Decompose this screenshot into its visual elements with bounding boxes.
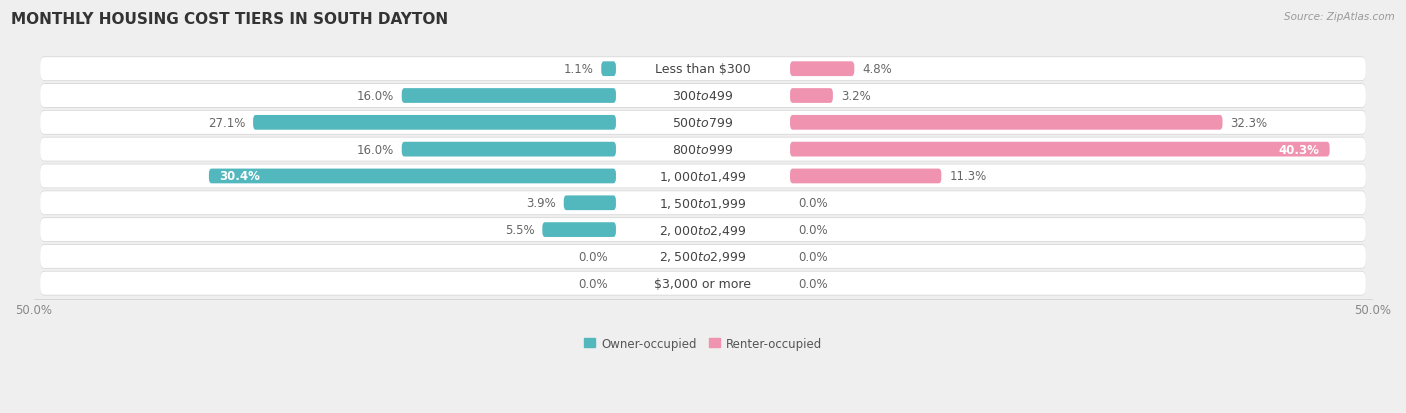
FancyBboxPatch shape bbox=[616, 142, 790, 157]
FancyBboxPatch shape bbox=[41, 272, 1365, 295]
Text: 0.0%: 0.0% bbox=[578, 250, 607, 263]
Text: Less than $300: Less than $300 bbox=[655, 63, 751, 76]
FancyBboxPatch shape bbox=[790, 169, 942, 184]
Text: $2,000 to $2,499: $2,000 to $2,499 bbox=[659, 223, 747, 237]
Text: 40.3%: 40.3% bbox=[1278, 143, 1319, 156]
FancyBboxPatch shape bbox=[41, 57, 1365, 82]
Text: 3.2%: 3.2% bbox=[841, 90, 870, 103]
FancyBboxPatch shape bbox=[543, 223, 616, 237]
Text: $300 to $499: $300 to $499 bbox=[672, 90, 734, 103]
Text: $1,500 to $1,999: $1,500 to $1,999 bbox=[659, 196, 747, 210]
FancyBboxPatch shape bbox=[41, 58, 1365, 81]
Text: 32.3%: 32.3% bbox=[1230, 116, 1268, 130]
Text: 5.5%: 5.5% bbox=[505, 223, 534, 237]
FancyBboxPatch shape bbox=[41, 85, 1365, 108]
Text: MONTHLY HOUSING COST TIERS IN SOUTH DAYTON: MONTHLY HOUSING COST TIERS IN SOUTH DAYT… bbox=[11, 12, 449, 27]
Text: 4.8%: 4.8% bbox=[862, 63, 891, 76]
FancyBboxPatch shape bbox=[41, 138, 1365, 161]
FancyBboxPatch shape bbox=[790, 62, 855, 77]
Text: 11.3%: 11.3% bbox=[949, 170, 987, 183]
FancyBboxPatch shape bbox=[41, 164, 1365, 189]
FancyBboxPatch shape bbox=[616, 196, 790, 211]
Text: $2,500 to $2,999: $2,500 to $2,999 bbox=[659, 250, 747, 264]
Text: 0.0%: 0.0% bbox=[799, 223, 828, 237]
FancyBboxPatch shape bbox=[41, 112, 1365, 135]
FancyBboxPatch shape bbox=[41, 192, 1365, 215]
FancyBboxPatch shape bbox=[790, 116, 1223, 131]
FancyBboxPatch shape bbox=[564, 196, 616, 211]
Text: 1.1%: 1.1% bbox=[564, 63, 593, 76]
FancyBboxPatch shape bbox=[616, 169, 790, 184]
FancyBboxPatch shape bbox=[41, 271, 1365, 296]
Text: 16.0%: 16.0% bbox=[357, 143, 394, 156]
FancyBboxPatch shape bbox=[41, 218, 1365, 242]
FancyBboxPatch shape bbox=[402, 89, 616, 104]
FancyBboxPatch shape bbox=[41, 218, 1365, 242]
Text: 0.0%: 0.0% bbox=[799, 277, 828, 290]
FancyBboxPatch shape bbox=[616, 223, 790, 237]
FancyBboxPatch shape bbox=[790, 89, 832, 104]
FancyBboxPatch shape bbox=[41, 244, 1365, 269]
FancyBboxPatch shape bbox=[602, 62, 616, 77]
Text: $800 to $999: $800 to $999 bbox=[672, 143, 734, 156]
FancyBboxPatch shape bbox=[41, 84, 1365, 109]
Text: 16.0%: 16.0% bbox=[357, 90, 394, 103]
FancyBboxPatch shape bbox=[209, 169, 616, 184]
FancyBboxPatch shape bbox=[616, 62, 790, 77]
Text: 0.0%: 0.0% bbox=[578, 277, 607, 290]
FancyBboxPatch shape bbox=[616, 276, 790, 291]
Text: $500 to $799: $500 to $799 bbox=[672, 116, 734, 130]
FancyBboxPatch shape bbox=[790, 142, 1330, 157]
FancyBboxPatch shape bbox=[41, 191, 1365, 216]
Text: 30.4%: 30.4% bbox=[219, 170, 260, 183]
FancyBboxPatch shape bbox=[41, 138, 1365, 162]
Text: 0.0%: 0.0% bbox=[799, 250, 828, 263]
FancyBboxPatch shape bbox=[41, 245, 1365, 268]
Legend: Owner-occupied, Renter-occupied: Owner-occupied, Renter-occupied bbox=[583, 337, 823, 350]
Text: $1,000 to $1,499: $1,000 to $1,499 bbox=[659, 170, 747, 183]
FancyBboxPatch shape bbox=[253, 116, 616, 131]
Text: Source: ZipAtlas.com: Source: ZipAtlas.com bbox=[1284, 12, 1395, 22]
Text: 3.9%: 3.9% bbox=[526, 197, 555, 210]
FancyBboxPatch shape bbox=[616, 249, 790, 264]
Text: 0.0%: 0.0% bbox=[799, 197, 828, 210]
FancyBboxPatch shape bbox=[402, 142, 616, 157]
FancyBboxPatch shape bbox=[41, 111, 1365, 135]
FancyBboxPatch shape bbox=[616, 89, 790, 104]
Text: 27.1%: 27.1% bbox=[208, 116, 245, 130]
FancyBboxPatch shape bbox=[616, 116, 790, 131]
Text: $3,000 or more: $3,000 or more bbox=[655, 277, 751, 290]
FancyBboxPatch shape bbox=[41, 165, 1365, 188]
